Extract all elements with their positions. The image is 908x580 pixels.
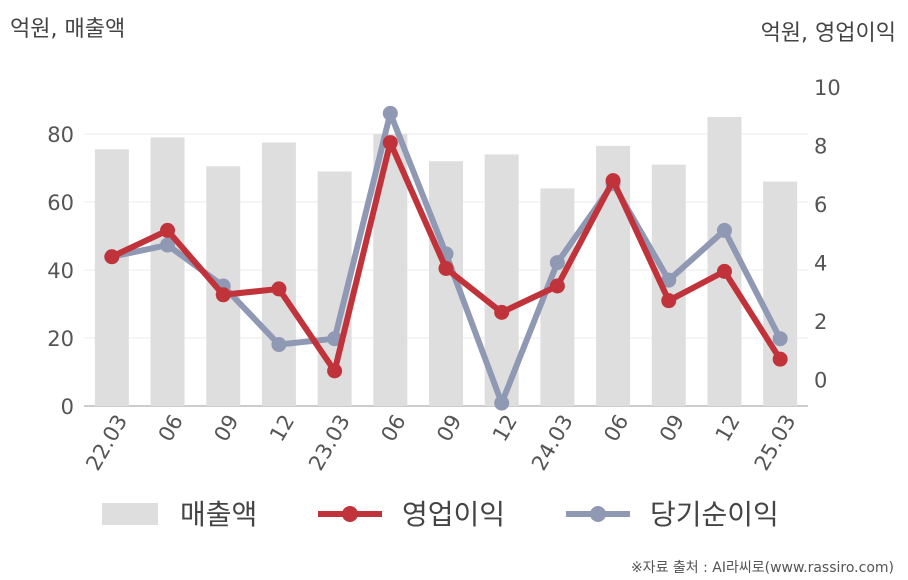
bar-revenue-0 xyxy=(94,149,129,407)
right-tick-label: 8 xyxy=(814,135,827,159)
x-tick-label: 09 xyxy=(209,411,243,446)
right-tick-label: 4 xyxy=(814,252,827,276)
x-tick-label: 25.03 xyxy=(750,411,801,475)
point-net-income-3 xyxy=(271,337,287,353)
x-tick-label: 23.03 xyxy=(304,411,355,475)
point-net-income-10 xyxy=(661,272,677,288)
point-net-income-7 xyxy=(494,395,510,411)
left-tick-label: 20 xyxy=(47,327,74,351)
point-operating-profit-1 xyxy=(160,222,176,238)
x-tick-label: 12 xyxy=(488,411,522,446)
bar-revenue-1 xyxy=(150,137,185,406)
point-operating-profit-7 xyxy=(494,304,510,320)
x-tick-label: 24.03 xyxy=(527,411,578,475)
left-tick-label: 80 xyxy=(47,123,74,147)
point-operating-profit-2 xyxy=(215,287,231,303)
x-tick-label: 09 xyxy=(655,411,689,446)
right-axis-unit-label: 억원, 영업이익 xyxy=(761,21,896,46)
point-net-income-8 xyxy=(549,255,565,271)
point-net-income-12 xyxy=(772,331,788,347)
x-tick-label: 06 xyxy=(599,411,633,446)
left-axis-ticks: 0 20 40 60 80 xyxy=(47,123,74,419)
point-net-income-5 xyxy=(382,105,398,121)
point-operating-profit-0 xyxy=(104,249,120,265)
point-net-income-11 xyxy=(716,222,732,238)
x-tick-label: 12 xyxy=(711,411,745,446)
point-operating-profit-3 xyxy=(271,281,287,297)
x-tick-label: 06 xyxy=(376,411,410,446)
point-operating-profit-12 xyxy=(772,351,788,367)
x-tick-label: 06 xyxy=(154,411,188,446)
point-operating-profit-11 xyxy=(716,263,732,279)
right-axis-ticks: 0 2 4 6 8 10 xyxy=(814,76,841,393)
right-tick-label: 10 xyxy=(814,76,841,100)
point-net-income-1 xyxy=(160,237,176,253)
bar-revenue-12 xyxy=(763,181,798,406)
point-operating-profit-4 xyxy=(327,363,343,379)
point-operating-profit-6 xyxy=(438,260,454,276)
legend: 매출액 영업이익 당기순이익 xyxy=(102,498,779,531)
bar-revenue-11 xyxy=(707,117,742,406)
right-tick-label: 0 xyxy=(814,369,827,393)
point-net-income-4 xyxy=(327,331,343,347)
legend-label-revenue: 매출액 xyxy=(180,498,257,531)
point-operating-profit-8 xyxy=(549,278,565,294)
x-tick-label: 12 xyxy=(265,411,299,446)
x-tick-label: 09 xyxy=(432,411,466,446)
left-tick-label: 40 xyxy=(47,259,74,283)
left-axis-unit-label: 억원, 매출액 xyxy=(10,17,125,42)
left-tick-label: 0 xyxy=(61,395,74,419)
legend-label-operating-profit: 영업이익 xyxy=(402,498,505,531)
point-operating-profit-5 xyxy=(382,135,398,151)
bar-revenue-7 xyxy=(484,154,519,406)
right-tick-label: 6 xyxy=(814,193,827,217)
left-tick-label: 60 xyxy=(47,191,74,215)
legend-marker-net-income xyxy=(590,506,606,522)
profit-lines xyxy=(104,105,788,411)
x-tick-label: 22.03 xyxy=(81,411,132,475)
legend-label-net-income: 당기순이익 xyxy=(650,498,779,531)
right-tick-label: 2 xyxy=(814,310,827,334)
x-axis-ticks: 22.03 06 09 12 23.03 06 09 12 24.03 06 09 12 25.03 xyxy=(81,411,800,475)
legend-swatch-revenue xyxy=(102,503,158,525)
point-operating-profit-10 xyxy=(661,293,677,309)
legend-marker-operating-profit xyxy=(342,506,358,522)
point-operating-profit-9 xyxy=(605,173,621,189)
bar-revenue-3 xyxy=(261,142,296,406)
source-note: ※자료 출처 : AI라씨로(www.rassiro.com) xyxy=(631,560,894,576)
